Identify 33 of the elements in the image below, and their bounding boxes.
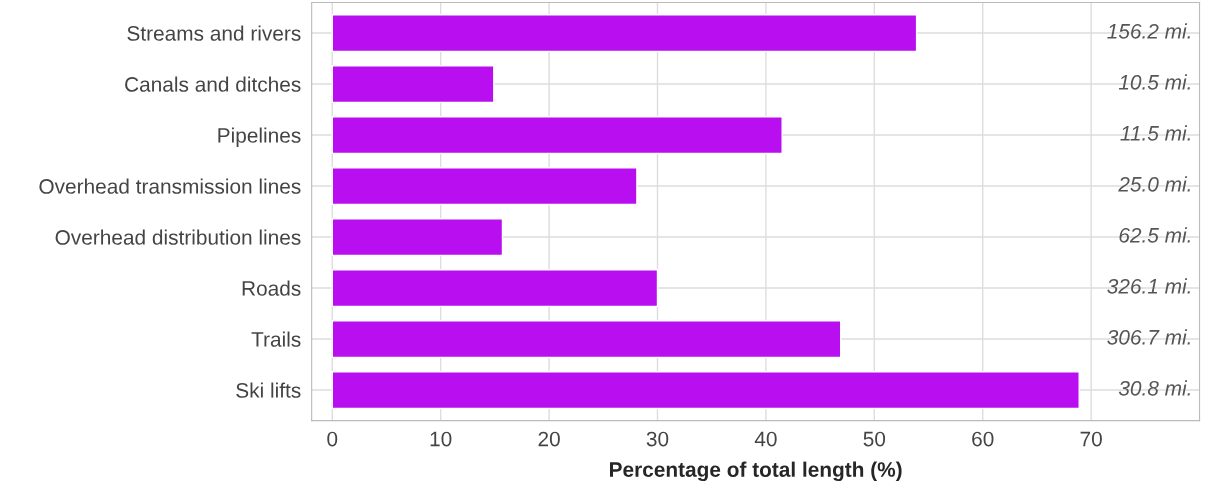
bar xyxy=(331,167,638,206)
y-tick-label: Overhead transmission lines xyxy=(39,178,301,194)
y-tick-label: Canals and ditches xyxy=(125,76,301,92)
annotation: 11.5 mi. xyxy=(1120,125,1190,141)
x-tick-label: 50 xyxy=(863,431,886,447)
x-tick-label: 40 xyxy=(754,431,777,447)
x-tick-label: 0 xyxy=(327,431,338,447)
annotation: 306.7 mi. xyxy=(1107,329,1190,345)
x-tick-label: 60 xyxy=(972,431,994,447)
x-axis-title: Percentage of total length (%) xyxy=(610,461,902,482)
y-tick-label: Ski lifts xyxy=(236,382,301,398)
bar xyxy=(331,14,918,53)
bar xyxy=(331,116,783,155)
bar xyxy=(331,218,504,257)
annotation: 326.1 mi. xyxy=(1107,278,1190,294)
y-tick-label: Trails xyxy=(251,331,301,347)
x-tick-label: 30 xyxy=(646,431,669,447)
y-tick-label: Overhead distribution lines xyxy=(55,229,301,245)
annotation: 10.5 mi. xyxy=(1118,74,1190,90)
y-tick-label: Pipelines xyxy=(218,127,301,147)
bar xyxy=(331,65,495,104)
bar xyxy=(331,269,659,308)
x-tick-label: 20 xyxy=(538,431,560,447)
x-tick-label: 70 xyxy=(1080,431,1102,447)
annotation: 156.2 mi. xyxy=(1107,23,1190,39)
bar xyxy=(331,320,842,359)
y-tick-label: Streams and rivers xyxy=(127,25,301,41)
annotation: 25.0 mi. xyxy=(1118,176,1190,192)
bar xyxy=(331,371,1080,410)
y-tick-label: Roads xyxy=(242,280,301,296)
annotation: 30.8 mi. xyxy=(1118,380,1190,396)
x-tick-label: 10 xyxy=(430,431,452,447)
annotation: 62.5 mi. xyxy=(1119,227,1190,243)
